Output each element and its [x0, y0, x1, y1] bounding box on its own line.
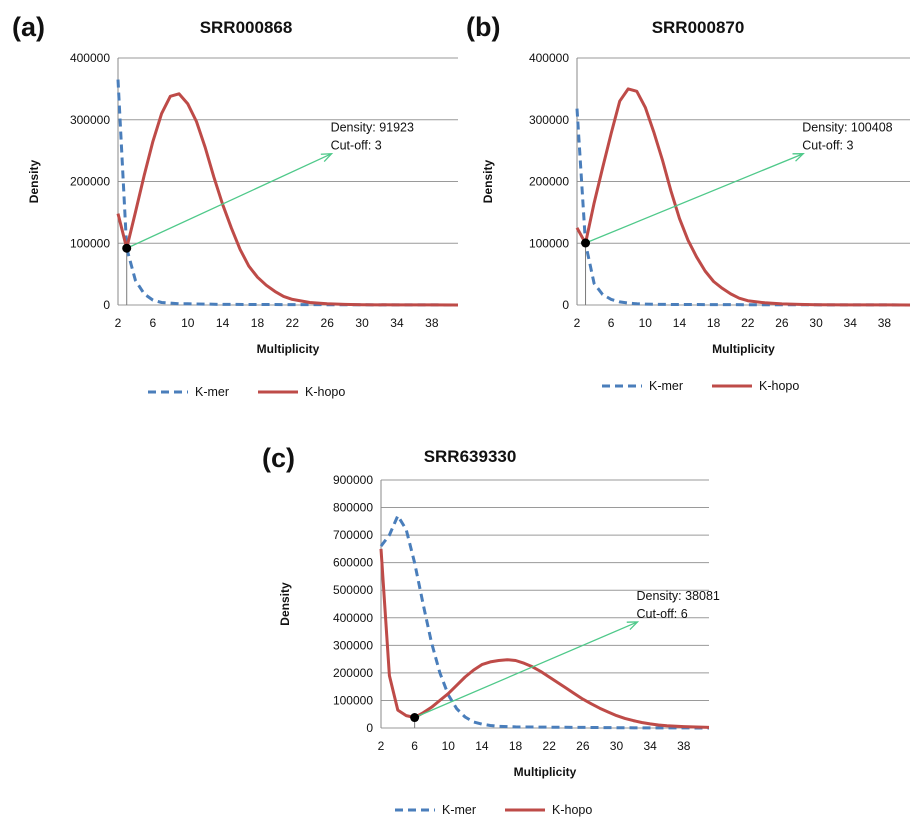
chart-panel-b: (b) SRR000870 0 100000 200000 300000 400000 2…: [466, 12, 911, 393]
annotation-density: Density: 91923: [331, 121, 414, 135]
y-tick-label: 400000: [70, 51, 110, 65]
legend-label-kmer: K-mer: [195, 385, 229, 399]
y-tick-label: 100000: [70, 236, 110, 250]
x-tick-label: 30: [809, 316, 823, 330]
y-tick-label: 800000: [333, 501, 373, 515]
cutoff-point: [581, 238, 591, 248]
y-axis-title: Density: [481, 160, 495, 204]
y-tick-label: 700000: [333, 528, 373, 542]
chart-panel-c: (c) SRR639330 0 100000 200000 300000 400000 5…: [262, 443, 720, 817]
x-tick-label: 34: [390, 316, 404, 330]
chart-title-b: SRR000870: [652, 18, 745, 37]
annotation-arrowhead: [792, 153, 805, 162]
y-tick-label: 100000: [333, 693, 373, 707]
y-tick-label: 500000: [333, 583, 373, 597]
y-axis-title: Density: [27, 160, 41, 204]
x-tick-label: 30: [355, 316, 369, 330]
annotation-arrowhead: [320, 152, 334, 162]
y-tick-label: 300000: [333, 638, 373, 652]
series-line-khopo: [575, 87, 911, 307]
y-tick-label: 100000: [529, 236, 569, 250]
x-tick-label: 6: [150, 316, 157, 330]
y-tick-label: 200000: [70, 175, 110, 189]
annotation-density: Density: 38081: [637, 589, 720, 603]
x-tick-label: 26: [576, 739, 590, 753]
y-axis-title: Density: [278, 582, 292, 626]
x-axis-title: Multiplicity: [514, 765, 577, 779]
x-tick-label: 38: [425, 316, 439, 330]
annotation-cutoff: Cut-off: 6: [637, 607, 688, 621]
panel-letter-b: (b): [466, 12, 500, 42]
x-tick-label: 6: [608, 316, 615, 330]
x-axis-title: Multiplicity: [712, 342, 775, 356]
x-tick-label: 22: [741, 316, 755, 330]
x-tick-label: 18: [509, 739, 523, 753]
x-tick-label: 2: [115, 316, 122, 330]
cutoff-point: [122, 243, 132, 253]
x-tick-label: 10: [639, 316, 653, 330]
series-line-kmer: [116, 79, 459, 307]
y-tick-label: 300000: [529, 113, 569, 127]
x-tick-label: 14: [216, 316, 230, 330]
panel-letter-c: (c): [262, 443, 295, 473]
x-axis-title: Multiplicity: [257, 342, 320, 356]
x-tick-label: 2: [574, 316, 581, 330]
series-line-kmer: [379, 514, 710, 730]
annotation-cutoff: Cut-off: 3: [331, 139, 382, 153]
y-tick-label: 0: [366, 721, 373, 735]
legend-label-khopo: K-hopo: [759, 379, 799, 393]
series-line-kmer: [575, 108, 911, 307]
x-tick-label: 22: [286, 316, 300, 330]
x-tick-label: 26: [775, 316, 789, 330]
x-tick-label: 38: [677, 739, 691, 753]
annotation-arrow: [414, 621, 638, 719]
y-tick-label: 900000: [333, 473, 373, 487]
annotation-arrowhead: [626, 621, 640, 630]
cutoff-point: [410, 713, 420, 723]
y-tick-label: 200000: [333, 666, 373, 680]
x-tick-label: 34: [844, 316, 858, 330]
y-tick-label: 200000: [529, 175, 569, 189]
chart-panel-a: (a) SRR000868 0 100000 200000 300000 400000 2…: [12, 12, 459, 399]
annotation-arrow: [585, 153, 804, 244]
annotation-arrow: [126, 153, 332, 249]
y-tick-label: 400000: [529, 51, 569, 65]
y-tick-label: 0: [103, 298, 110, 312]
x-tick-label: 14: [673, 316, 687, 330]
x-tick-label: 38: [878, 316, 892, 330]
legend-label-kmer: K-mer: [442, 803, 476, 817]
x-tick-label: 14: [475, 739, 489, 753]
annotation-density: Density: 100408: [802, 121, 892, 135]
annotation-cutoff: Cut-off: 3: [802, 139, 853, 153]
x-tick-label: 18: [707, 316, 721, 330]
panel-letter-a: (a): [12, 12, 45, 42]
x-tick-label: 34: [643, 739, 657, 753]
x-tick-label: 22: [543, 739, 557, 753]
y-tick-label: 300000: [70, 113, 110, 127]
x-tick-label: 2: [378, 739, 385, 753]
chart-title-c: SRR639330: [424, 447, 517, 466]
series-line-khopo: [116, 92, 459, 307]
y-tick-label: 400000: [333, 611, 373, 625]
x-tick-label: 10: [442, 739, 456, 753]
legend-label-kmer: K-mer: [649, 379, 683, 393]
legend-label-khopo: K-hopo: [552, 803, 592, 817]
x-tick-label: 30: [610, 739, 624, 753]
legend-label-khopo: K-hopo: [305, 385, 345, 399]
y-tick-label: 600000: [333, 556, 373, 570]
x-tick-label: 10: [181, 316, 195, 330]
x-tick-label: 6: [411, 739, 418, 753]
x-tick-label: 26: [321, 316, 335, 330]
x-tick-label: 18: [251, 316, 265, 330]
y-tick-label: 0: [562, 298, 569, 312]
chart-title-a: SRR000868: [200, 18, 293, 37]
